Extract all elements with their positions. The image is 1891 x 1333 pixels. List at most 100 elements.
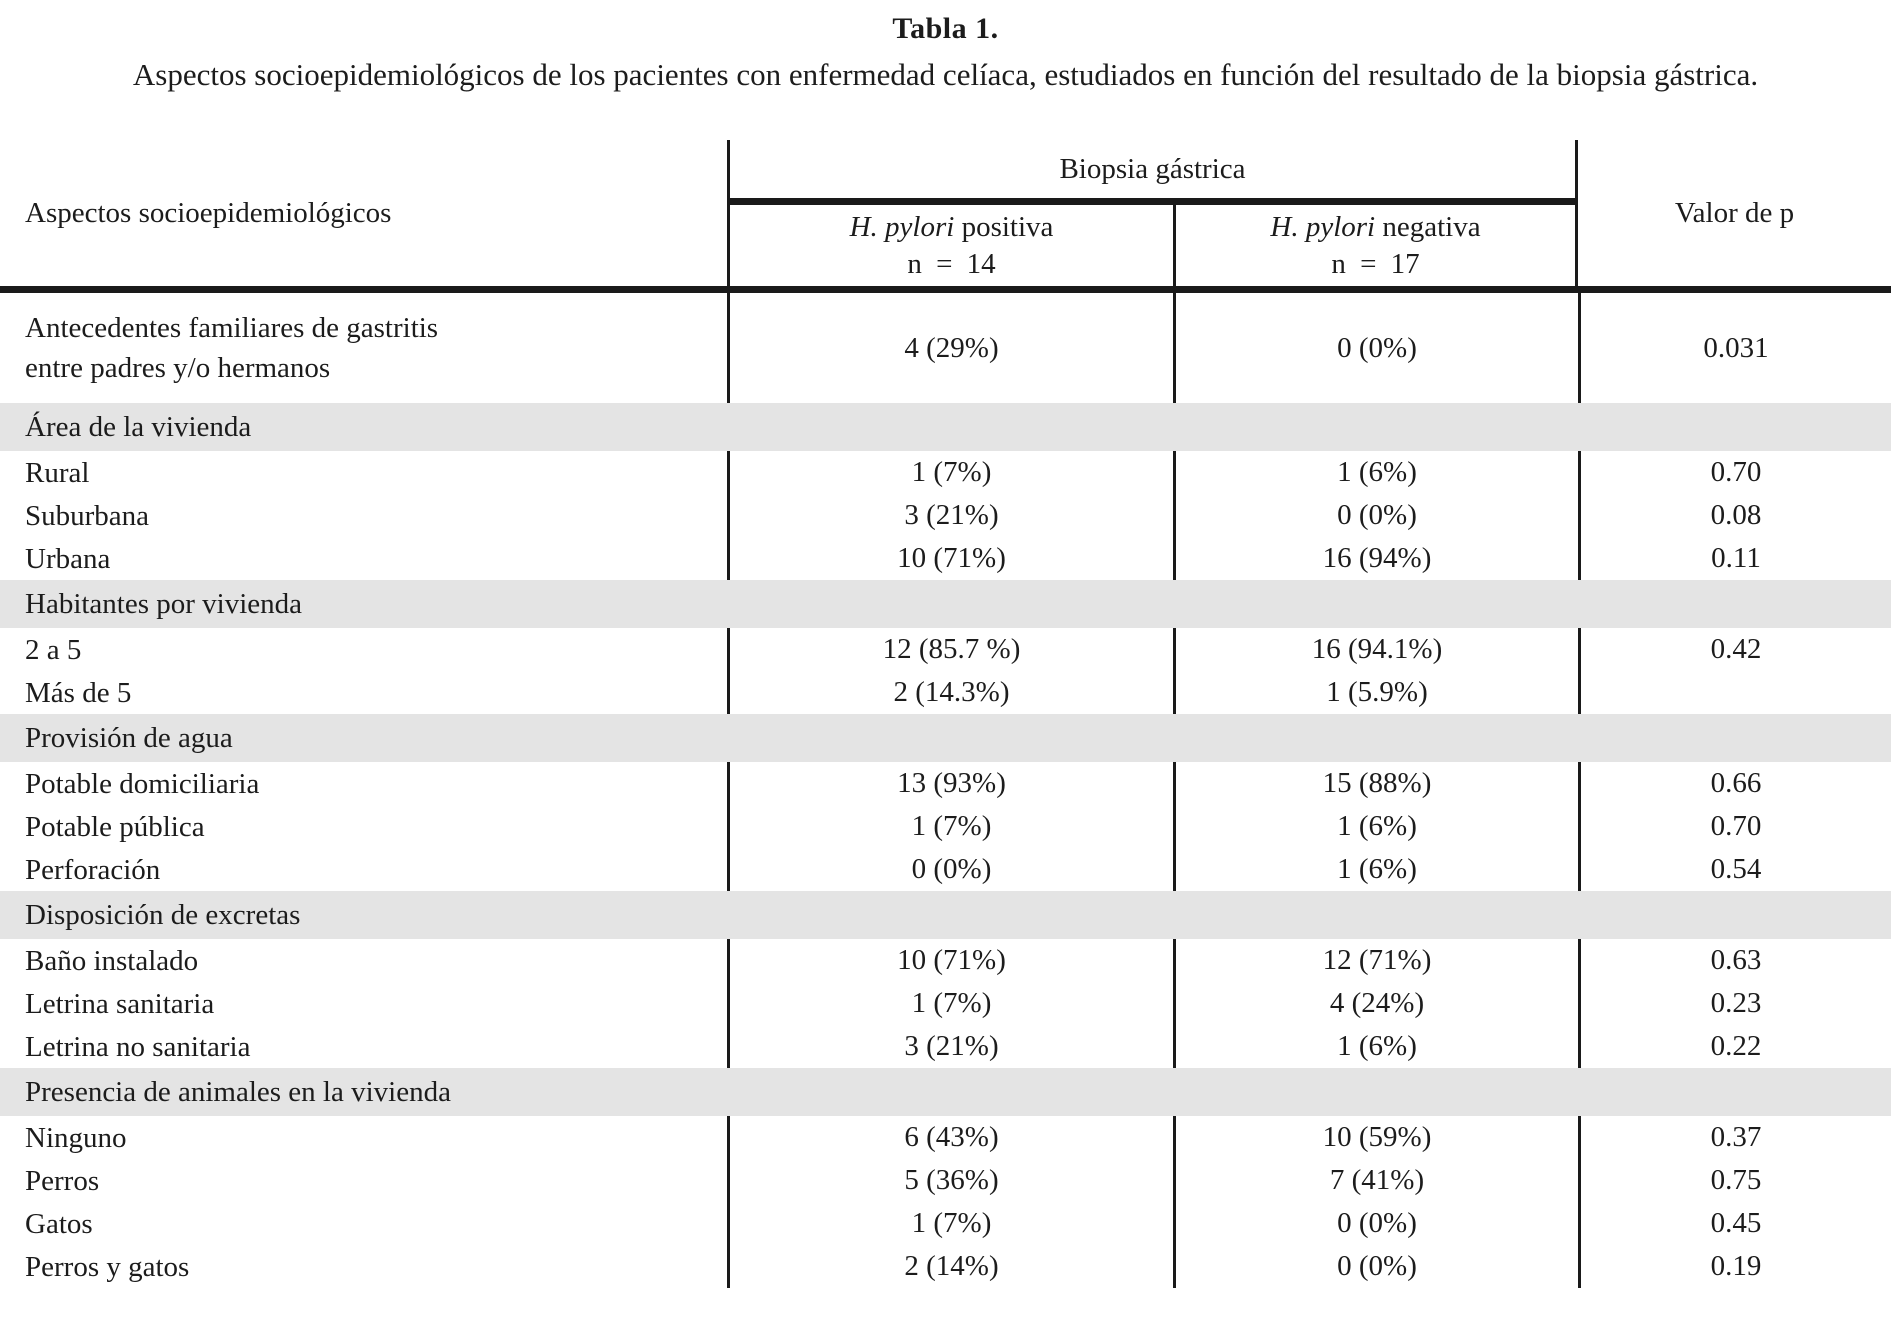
table-title: Tabla 1. [892,12,999,45]
column-header-positiva-n: n = 14 [907,247,996,280]
cell-pvalue: 0.70 [1578,451,1891,494]
section-header: Disposición de excretas [0,891,1891,939]
negativa-label: negativa [1375,210,1481,243]
row-label: Potable pública [25,810,205,843]
cell-negativa: 1 (6%) [1173,451,1578,494]
row-label: Perros [25,1164,100,1197]
section-header-label: Disposición de excretas [25,898,301,931]
cell-negativa: 16 (94%) [1173,537,1578,580]
cell-positiva: 0 (0%) [727,848,1173,891]
table-body: Antecedentes familiares de gastritis ent… [0,293,1891,1288]
table-row: Suburbana 3 (21%) 0 (0%) 0.08 [0,494,1891,537]
cell-pvalue: 0.54 [1578,848,1891,891]
group-column-header: Biopsia gástrica [727,140,1578,205]
row-label: Más de 5 [25,676,132,709]
cell-negativa: 15 (88%) [1173,762,1578,805]
row-label: Antecedentes familiares de gastritis ent… [25,312,439,384]
cell-positiva: 3 (21%) [727,494,1173,537]
table-row: Rural 1 (7%) 1 (6%) 0.70 [0,451,1891,494]
row-label: Suburbana [25,499,150,532]
cell-negativa: 16 (94.1%) [1173,628,1578,671]
section-header-label: Provisión de agua [25,721,233,754]
table-row: Baño instalado 10 (71%) 12 (71%) 0.63 [0,939,1891,982]
table-row: Urbana 10 (71%) 16 (94%) 0.11 [0,537,1891,580]
table-caption: Tabla 1. Aspectos socioepidemiológicos d… [0,0,1891,93]
cell-negativa: 7 (41%) [1173,1159,1578,1202]
cell-positiva: 4 (29%) [727,293,1173,403]
cell-pvalue: 0.75 [1578,1159,1891,1202]
cell-pvalue: 0.031 [1578,293,1891,403]
column-header-negativa-line1: H. pylori negativa [1270,209,1480,246]
cell-negativa: 0 (0%) [1173,293,1578,403]
cell-positiva: 2 (14%) [727,1245,1173,1288]
cell-pvalue: 0.08 [1578,494,1891,537]
cell-negativa: 0 (0%) [1173,1245,1578,1288]
cell-pvalue [1578,671,1891,714]
table-row: Más de 5 2 (14.3%) 1 (5.9%) [0,671,1891,714]
table-row: Gatos 1 (7%) 0 (0%) 0.45 [0,1202,1891,1245]
table-subtitle: Aspectos socioepidemiológicos de los pac… [132,57,1759,92]
section-header: Provisión de agua [0,714,1891,762]
row-label: Potable domiciliaria [25,767,260,800]
cell-positiva: 1 (7%) [727,805,1173,848]
cell-negativa: 1 (6%) [1173,848,1578,891]
table-row: 2 a 5 12 (85.7 %) 16 (94.1%) 0.42 [0,628,1891,671]
cell-negativa: 10 (59%) [1173,1116,1578,1159]
cell-negativa: 1 (5.9%) [1173,671,1578,714]
row-label: Urbana [25,542,111,575]
cell-positiva: 5 (36%) [727,1159,1173,1202]
table-row: Potable domiciliaria 13 (93%) 15 (88%) 0… [0,762,1891,805]
row-label: 2 a 5 [25,633,82,666]
table-row: Letrina sanitaria 1 (7%) 4 (24%) 0.23 [0,982,1891,1025]
cell-negativa: 0 (0%) [1173,1202,1578,1245]
cell-positiva: 6 (43%) [727,1116,1173,1159]
positiva-label: positiva [954,210,1054,243]
cell-pvalue: 0.37 [1578,1116,1891,1159]
section-header-label: Habitantes por vivienda [25,587,303,620]
table-row: Perros y gatos 2 (14%) 0 (0%) 0.19 [0,1245,1891,1288]
row-label: Rural [25,456,90,489]
cell-pvalue: 0.45 [1578,1202,1891,1245]
cell-pvalue: 0.22 [1578,1025,1891,1068]
column-header-positiva: H. pylori positiva n = 14 [727,205,1173,286]
row-label: Ninguno [25,1121,127,1154]
hpylori-italic: H. pylori [849,210,955,243]
cell-positiva: 10 (71%) [727,939,1173,982]
stub-column-header: Aspectos socioepidemiológicos [25,196,392,229]
row-label: Perforación [25,853,161,886]
cell-pvalue: 0.19 [1578,1245,1891,1288]
section-header: Presencia de animales en la vivienda [0,1068,1891,1116]
table-row: Perforación 0 (0%) 1 (6%) 0.54 [0,848,1891,891]
cell-positiva: 2 (14.3%) [727,671,1173,714]
cell-positiva: 10 (71%) [727,537,1173,580]
row-label: Letrina no sanitaria [25,1030,251,1063]
section-header: Habitantes por vivienda [0,580,1891,628]
section-header-label: Área de la vivienda [25,410,252,443]
cell-pvalue: 0.63 [1578,939,1891,982]
cell-positiva: 13 (93%) [727,762,1173,805]
row-label: Letrina sanitaria [25,987,215,1020]
row-label: Gatos [25,1207,93,1240]
row-label: Perros y gatos [25,1250,190,1283]
cell-negativa: 12 (71%) [1173,939,1578,982]
hpylori-italic: H. pylori [1270,210,1376,243]
cell-pvalue: 0.23 [1578,982,1891,1025]
row-label: Baño instalado [25,944,199,977]
section-header-label: Presencia de animales en la vivienda [25,1075,451,1108]
cell-positiva: 12 (85.7 %) [727,628,1173,671]
column-header-positiva-line1: H. pylori positiva [850,209,1054,246]
cell-negativa: 1 (6%) [1173,1025,1578,1068]
table-row: Antecedentes familiares de gastritis ent… [0,293,1891,403]
cell-negativa: 0 (0%) [1173,494,1578,537]
pvalue-column-header: Valor de p [1674,196,1795,229]
cell-pvalue: 0.70 [1578,805,1891,848]
table-row: Perros 5 (36%) 7 (41%) 0.75 [0,1159,1891,1202]
table-row: Potable pública 1 (7%) 1 (6%) 0.70 [0,805,1891,848]
table-row: Ninguno 6 (43%) 10 (59%) 0.37 [0,1116,1891,1159]
cell-pvalue: 0.11 [1578,537,1891,580]
column-header-negativa-n: n = 17 [1331,247,1420,280]
section-header: Área de la vivienda [0,403,1891,451]
table-row: Letrina no sanitaria 3 (21%) 1 (6%) 0.22 [0,1025,1891,1068]
cell-positiva: 1 (7%) [727,451,1173,494]
cell-negativa: 1 (6%) [1173,805,1578,848]
